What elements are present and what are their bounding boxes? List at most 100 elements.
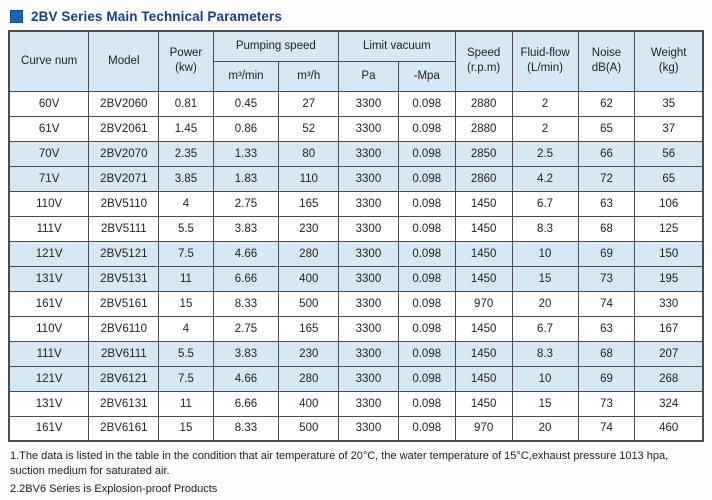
- cell: 6.7: [511, 190, 579, 217]
- cell: 2BV6161: [88, 415, 160, 442]
- cell: 110V: [8, 190, 90, 217]
- cell: 11: [158, 265, 214, 292]
- cell: 324: [634, 390, 704, 417]
- cell: 15: [158, 415, 214, 442]
- table-row: 111V 2BV5111 5.5 3.83 230 3300 0.098 1450 8.3 68 1…: [8, 215, 704, 242]
- footnote-2: 2.2BV6 Series is Explosion-proof Product…: [10, 482, 218, 495]
- cell: 71V: [8, 165, 90, 192]
- cell: 60V: [8, 90, 90, 117]
- cell: 11: [158, 390, 214, 417]
- cell: 2BV5111: [88, 215, 160, 242]
- cell: 131V: [8, 265, 90, 292]
- cell: 970: [454, 415, 513, 442]
- cell: 2BV5161: [88, 290, 160, 317]
- cell: 3.83: [212, 340, 280, 367]
- cell: 2.75: [212, 315, 280, 342]
- cell: 0.86: [212, 115, 280, 142]
- cell: 73: [577, 390, 636, 417]
- cell: 400: [278, 390, 340, 417]
- header-fluid-flow-line2: (L/min): [527, 62, 563, 75]
- header-speed-line2: (r.p.m): [467, 62, 501, 75]
- header-m3-h: m³/h: [278, 60, 340, 92]
- cell: 8.3: [511, 215, 579, 242]
- cell: 161V: [8, 290, 90, 317]
- cell: 111V: [8, 215, 90, 242]
- table-row: 131V 2BV5131 11 6.66 400 3300 0.098 1450 15 73 195: [8, 265, 704, 292]
- cell: 280: [278, 365, 340, 392]
- header-weight-line2: (kg): [658, 62, 679, 75]
- cell: 110V: [8, 315, 90, 342]
- header-model: Model: [88, 30, 160, 92]
- cell: 0.098: [397, 190, 456, 217]
- cell: 2BV2061: [88, 115, 160, 142]
- cell: 165: [278, 190, 340, 217]
- cell: 65: [577, 115, 636, 142]
- cell: 4.66: [212, 240, 280, 267]
- cell: 1.45: [158, 115, 214, 142]
- cell: 1.33: [212, 140, 280, 167]
- cell: 280: [278, 240, 340, 267]
- cell: 74: [577, 415, 636, 442]
- cell: 3.83: [212, 215, 280, 242]
- cell: 3300: [338, 240, 399, 267]
- cell: 74: [577, 290, 636, 317]
- header-power-line2: (kw): [175, 62, 197, 75]
- cell: 1450: [454, 215, 513, 242]
- page-title: 2BV Series Main Technical Parameters: [31, 9, 282, 24]
- cell: 6.66: [212, 390, 280, 417]
- table-body: 60V 2BV2060 0.81 0.45 27 3300 0.098 2880 2 62 35 61…: [8, 90, 704, 442]
- cell: 3300: [338, 390, 399, 417]
- header-fluid-flow: Fluid-flow (L/min): [511, 30, 579, 92]
- header-noise-line2: dB(A): [591, 62, 622, 75]
- cell: 2BV5131: [88, 265, 160, 292]
- cell: 207: [634, 340, 704, 367]
- cell: 0.098: [397, 340, 456, 367]
- cell: 3300: [338, 340, 399, 367]
- cell: 62: [577, 90, 636, 117]
- table-row: 121V 2BV5121 7.5 4.66 280 3300 0.098 1450 10 69 15…: [8, 240, 704, 267]
- cell: 10: [511, 365, 579, 392]
- cell: 66: [577, 140, 636, 167]
- cell: 72: [577, 165, 636, 192]
- header-neg-mpa: -Mpa: [397, 60, 456, 92]
- cell: 3300: [338, 115, 399, 142]
- header-power: Power (kw): [158, 30, 214, 92]
- cell: 2BV2060: [88, 90, 160, 117]
- cell: 3.85: [158, 165, 214, 192]
- table-header: Curve num Model Power (kw) Pumping speed…: [8, 30, 704, 92]
- cell: 268: [634, 365, 704, 392]
- cell: 0.45: [212, 90, 280, 117]
- cell: 4.2: [511, 165, 579, 192]
- cell: 63: [577, 315, 636, 342]
- cell: 121V: [8, 240, 90, 267]
- cell: 2BV6110: [88, 315, 160, 342]
- cell: 0.098: [397, 215, 456, 242]
- cell: 8.33: [212, 415, 280, 442]
- cell: 20: [511, 290, 579, 317]
- cell: 37: [634, 115, 704, 142]
- cell: 2BV6111: [88, 340, 160, 367]
- cell: 3300: [338, 140, 399, 167]
- table-row: 61V 2BV2061 1.45 0.86 52 3300 0.098 2880 2 65 37: [8, 115, 704, 142]
- cell: 56: [634, 140, 704, 167]
- cell: 1450: [454, 190, 513, 217]
- header-fluid-flow-line1: Fluid-flow: [520, 46, 570, 59]
- cell: 3300: [338, 415, 399, 442]
- table-row: 110V 2BV6110 4 2.75 165 3300 0.098 1450 6.7 63 167: [8, 315, 704, 342]
- header-pa: Pa: [338, 60, 399, 92]
- table-row: 161V 2BV6161 15 8.33 500 3300 0.098 970 20 74 460: [8, 415, 704, 442]
- cell: 500: [278, 415, 340, 442]
- header-weight: Weight (kg): [634, 30, 704, 92]
- table-row: 60V 2BV2060 0.81 0.45 27 3300 0.098 2880 2 62 35: [8, 90, 704, 117]
- cell: 1450: [454, 390, 513, 417]
- cell: 230: [278, 215, 340, 242]
- cell: 3300: [338, 215, 399, 242]
- cell: 195: [634, 265, 704, 292]
- cell: 121V: [8, 365, 90, 392]
- blue-square-icon: [10, 10, 23, 23]
- cell: 2BV6121: [88, 365, 160, 392]
- cell: 110: [278, 165, 340, 192]
- cell: 68: [577, 215, 636, 242]
- cell: 69: [577, 240, 636, 267]
- cell: 0.098: [397, 90, 456, 117]
